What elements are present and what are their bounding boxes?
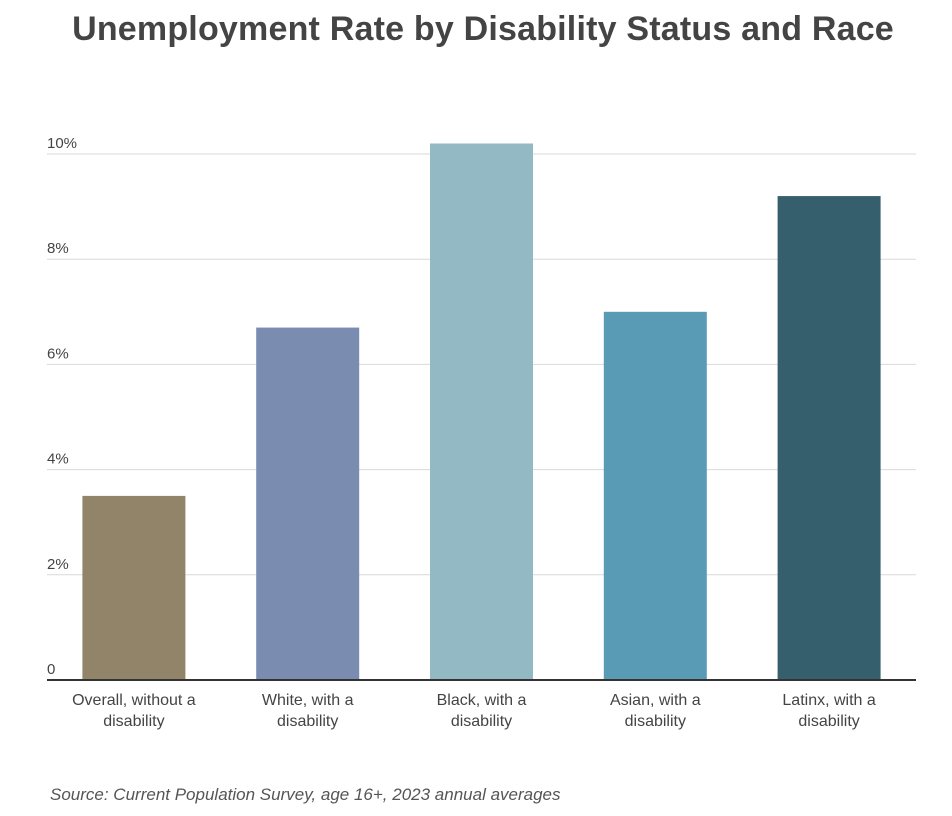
y-tick-label: 6% — [47, 345, 69, 362]
y-tick-label: 4% — [47, 451, 69, 468]
bar — [603, 311, 707, 680]
x-tick-label: disability — [451, 713, 512, 730]
bar — [82, 495, 186, 680]
x-tick-label: Black, with a — [437, 692, 527, 709]
bar — [256, 327, 360, 680]
x-tick-label: disability — [625, 713, 686, 730]
x-tick-label: White, with a — [262, 692, 354, 709]
x-tick-label: disability — [103, 713, 164, 730]
y-tick-label: 2% — [47, 556, 69, 573]
bar — [430, 143, 533, 681]
bar — [777, 196, 881, 680]
chart-title: Unemployment Rate by Disability Status a… — [72, 10, 894, 48]
x-tick-label: Overall, without a — [72, 692, 196, 709]
source-note: Source: Current Population Survey, age 1… — [50, 785, 561, 804]
y-tick-label: 8% — [47, 240, 69, 257]
x-tick-label: Latinx, with a — [782, 692, 875, 709]
x-tick-label: disability — [798, 713, 859, 730]
y-tick-label: 10% — [47, 135, 77, 152]
y-tick-label: 0 — [47, 661, 55, 678]
x-tick-label: Asian, with a — [610, 692, 701, 709]
x-tick-label: disability — [277, 713, 338, 730]
